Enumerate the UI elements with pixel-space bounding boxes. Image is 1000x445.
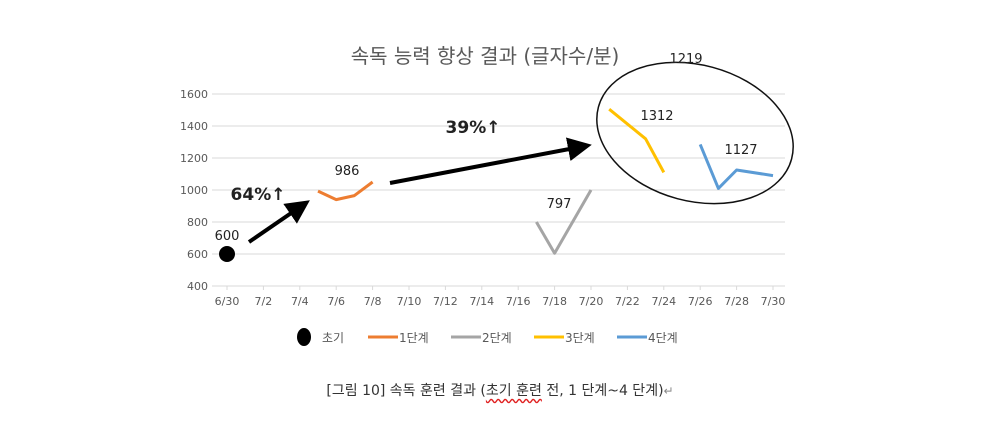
x-tick-label: 7/20 bbox=[579, 295, 604, 308]
y-tick-label: 1600 bbox=[180, 88, 208, 101]
legend-label: 2단계 bbox=[482, 331, 512, 345]
x-tick-label: 7/24 bbox=[651, 295, 676, 308]
line-chart: 속독 능력 향상 결과 (글자수/분) 400 600 800 1000 1200 140… bbox=[180, 44, 794, 346]
initial-point-marker bbox=[219, 246, 235, 262]
x-tick-label: 6/30 bbox=[215, 295, 240, 308]
y-axis-labels: 400 600 800 1000 1200 1400 1600 bbox=[180, 88, 208, 293]
x-tick-label: 7/4 bbox=[291, 295, 309, 308]
x-tick-label: 7/10 bbox=[397, 295, 422, 308]
y-tick-label: 1200 bbox=[180, 152, 208, 165]
caption-suffix: 전, 1 단계~4 단계) bbox=[541, 383, 664, 399]
x-tick-label: 7/12 bbox=[433, 295, 458, 308]
figure-caption: [그림 10] 속독 훈련 결과 (초기 훈련 전, 1 단계~4 단계)↵ bbox=[0, 380, 1000, 400]
x-tick-label: 7/26 bbox=[688, 295, 713, 308]
data-label: 797 bbox=[547, 197, 572, 212]
y-tick-label: 1400 bbox=[180, 120, 208, 133]
y-tick-label: 800 bbox=[187, 216, 208, 229]
data-label: 1127 bbox=[724, 143, 757, 158]
x-tick-label: 7/30 bbox=[761, 295, 786, 308]
legend-label: 1단계 bbox=[399, 331, 429, 345]
x-axis: 6/30 7/2 7/4 7/6 7/8 7/10 7/12 7/14 7/16 7/18 7/20… bbox=[215, 286, 786, 308]
data-label: 600 bbox=[215, 229, 240, 244]
chart-title: 속독 능력 향상 결과 (글자수/분) bbox=[351, 44, 620, 68]
y-tick-label: 1000 bbox=[180, 184, 208, 197]
x-tick-label: 7/14 bbox=[469, 295, 494, 308]
y-tick-label: 600 bbox=[187, 248, 208, 261]
x-tick-label: 7/28 bbox=[724, 295, 749, 308]
legend: 초기 1단계 2단계 3단계 4단계 bbox=[297, 328, 678, 346]
trend-arrow-1 bbox=[247, 200, 310, 244]
x-tick-label: 7/2 bbox=[255, 295, 273, 308]
series-line bbox=[608, 108, 666, 174]
x-tick-label: 7/6 bbox=[327, 295, 345, 308]
paragraph-return-icon: ↵ bbox=[663, 384, 674, 398]
series-line bbox=[317, 180, 374, 202]
legend-dot-icon bbox=[297, 328, 311, 346]
data-label: 986 bbox=[335, 164, 360, 179]
series-lines bbox=[219, 108, 774, 262]
highlight-ellipse bbox=[596, 61, 794, 205]
legend-label: 초기 bbox=[322, 331, 344, 345]
caption-spellcheck-text: 초기 훈련 bbox=[485, 383, 542, 399]
x-tick-label: 7/16 bbox=[506, 295, 531, 308]
y-tick-label: 400 bbox=[187, 280, 208, 293]
trend-arrow-2 bbox=[389, 137, 592, 185]
annotations: 600 986 797 1312 1127 1219 64%↑ 39%↑ bbox=[215, 52, 758, 244]
series-line bbox=[535, 189, 593, 255]
x-tick-label: 7/18 bbox=[542, 295, 567, 308]
x-tick-label: 7/8 bbox=[364, 295, 382, 308]
x-tick-label: 7/22 bbox=[615, 295, 640, 308]
data-label: 64%↑ bbox=[231, 185, 286, 205]
data-label: 1219 bbox=[669, 52, 702, 67]
caption-prefix: [그림 10] 속독 훈련 결과 ( bbox=[326, 383, 486, 399]
data-label: 39%↑ bbox=[446, 118, 501, 138]
legend-label: 4단계 bbox=[648, 331, 678, 345]
legend-label: 3단계 bbox=[565, 331, 595, 345]
data-label: 1312 bbox=[640, 109, 673, 124]
series-line bbox=[698, 143, 774, 190]
